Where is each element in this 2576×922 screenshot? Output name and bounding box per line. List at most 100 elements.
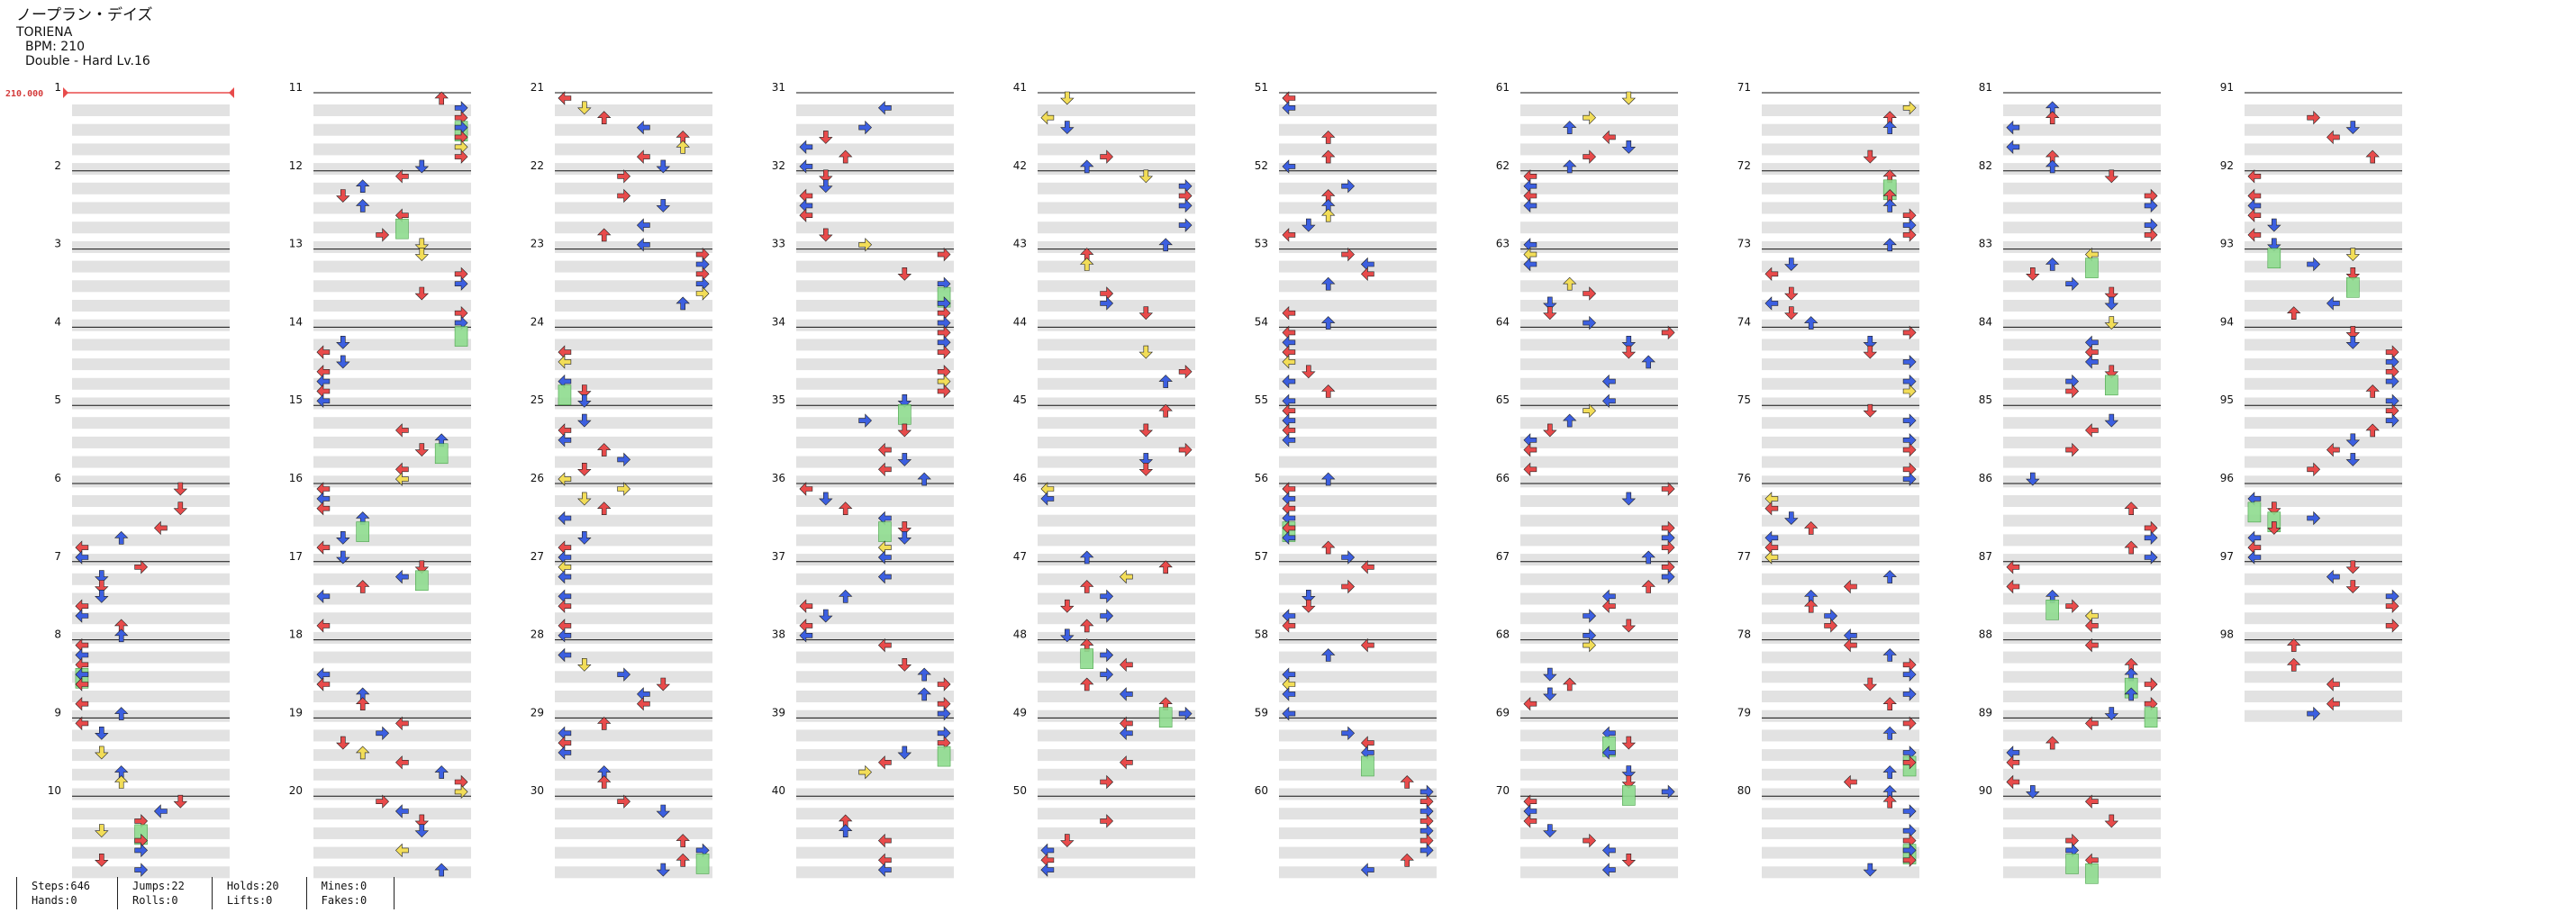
blue-arrow-note — [1178, 442, 1193, 457]
red-arrow-note — [1158, 403, 1173, 418]
red-arrow-note — [1119, 657, 1133, 673]
beat-stripe — [555, 846, 712, 859]
arrow-shape — [1583, 110, 1597, 125]
red-arrow-note — [596, 228, 612, 242]
blue-arrow-note — [173, 482, 188, 496]
beat-stripe — [1762, 749, 1919, 762]
arrow-shape — [558, 355, 572, 369]
beat-stripe — [1038, 534, 1195, 547]
red-arrow-note — [1843, 637, 1857, 653]
beat-stripe — [313, 280, 471, 293]
beat-stripe — [72, 202, 230, 214]
arrow-shape — [1882, 238, 1897, 252]
beat-stripe — [2003, 436, 2161, 448]
red-arrow-note — [1282, 433, 1296, 447]
arrow-shape — [1583, 833, 1597, 848]
blue-arrow-note — [617, 794, 631, 809]
yellow-arrow-note — [695, 286, 710, 301]
arrow-shape — [1360, 637, 1374, 653]
red-arrow-note — [1641, 550, 1655, 565]
arrow-shape — [2286, 306, 2301, 321]
beat-stripe — [313, 417, 471, 429]
arrow-shape — [1341, 550, 1356, 565]
red-arrow-note — [596, 111, 612, 124]
arrow-shape — [395, 423, 409, 438]
arrow-shape — [2247, 208, 2262, 222]
arrow-shape — [2345, 433, 2361, 447]
red-arrow-note — [558, 599, 572, 613]
arrow-shape — [113, 707, 129, 720]
measure-number: 13 — [289, 238, 303, 250]
red-arrow-note — [355, 697, 370, 711]
blue-arrow-note — [937, 345, 951, 359]
beat-stripe — [2245, 573, 2402, 585]
yellow-arrow-note — [2104, 316, 2119, 330]
blue-arrow-note — [1100, 647, 1114, 663]
red-arrow-note — [2006, 774, 2020, 790]
arrow-shape — [2006, 120, 2020, 135]
measure-number: 22 — [531, 159, 544, 172]
red-arrow-note — [1360, 267, 1374, 282]
arrow-shape — [2345, 248, 2361, 262]
beat-stripe — [1279, 300, 1437, 312]
beat-stripe — [72, 534, 230, 547]
arrow-shape — [336, 335, 350, 349]
arrow-shape — [75, 677, 89, 692]
arrow-shape — [1764, 550, 1779, 565]
hold-note — [395, 218, 409, 240]
beat-stripe — [796, 729, 954, 742]
arrow-shape — [1320, 316, 1336, 330]
beat-stripe — [555, 749, 712, 762]
blue-arrow-note — [336, 550, 350, 565]
beat-stripe — [1520, 339, 1678, 351]
arrow-shape — [395, 472, 409, 486]
beat-stripe — [1762, 163, 1919, 176]
arrow-shape — [355, 198, 370, 212]
beat-stripe — [313, 495, 471, 507]
arrow-shape — [2065, 442, 2080, 457]
red-arrow-note — [316, 540, 331, 555]
measure-number: 40 — [772, 784, 785, 797]
measure-number: 6 — [54, 472, 61, 484]
arrow-shape — [1601, 130, 1616, 145]
beat-stripe — [796, 240, 954, 253]
beat-stripe — [555, 827, 712, 839]
bpm-marker-label: 210.000 — [5, 89, 43, 99]
arrow-shape — [1060, 121, 1075, 135]
arrow-shape — [1282, 374, 1296, 389]
beat-stripe — [2245, 260, 2402, 273]
beat-stripe — [1520, 475, 1678, 488]
beat-stripe — [1279, 514, 1437, 527]
beat-stripe — [1038, 260, 1195, 273]
blue-arrow-note — [1100, 589, 1114, 604]
blue-arrow-note — [1902, 472, 1917, 486]
arrow-shape — [1138, 462, 1154, 476]
measure-number: 44 — [1013, 315, 1027, 328]
arrow-shape — [577, 492, 592, 506]
beat-stripe — [1038, 866, 1195, 879]
arrow-shape — [1360, 267, 1374, 282]
blue-arrow-note — [1138, 453, 1154, 466]
blue-arrow-note — [1060, 628, 1075, 643]
arrow-shape — [2084, 619, 2099, 633]
blue-arrow-note — [577, 413, 592, 428]
blue-arrow-note — [858, 413, 873, 428]
beat-stripe — [2245, 475, 2402, 488]
beat-stripe — [1279, 377, 1437, 390]
red-arrow-note — [1119, 687, 1133, 701]
beat-stripe — [1279, 240, 1437, 253]
arrow-shape — [577, 462, 592, 476]
blue-arrow-note — [1100, 814, 1114, 828]
arrow-shape — [173, 502, 188, 516]
arrow-shape — [2326, 696, 2340, 711]
beat-stripe — [72, 612, 230, 625]
arrow-shape — [2326, 130, 2340, 145]
beat-stripe — [1038, 749, 1195, 762]
beat-stripe — [1520, 456, 1678, 468]
measure-number: 78 — [1737, 628, 1751, 641]
beat-stripe — [555, 554, 712, 566]
arrow-shape — [95, 746, 109, 760]
red-arrow-note — [1523, 198, 1537, 213]
blue-arrow-note — [2026, 472, 2040, 486]
blue-arrow-note — [95, 726, 109, 740]
